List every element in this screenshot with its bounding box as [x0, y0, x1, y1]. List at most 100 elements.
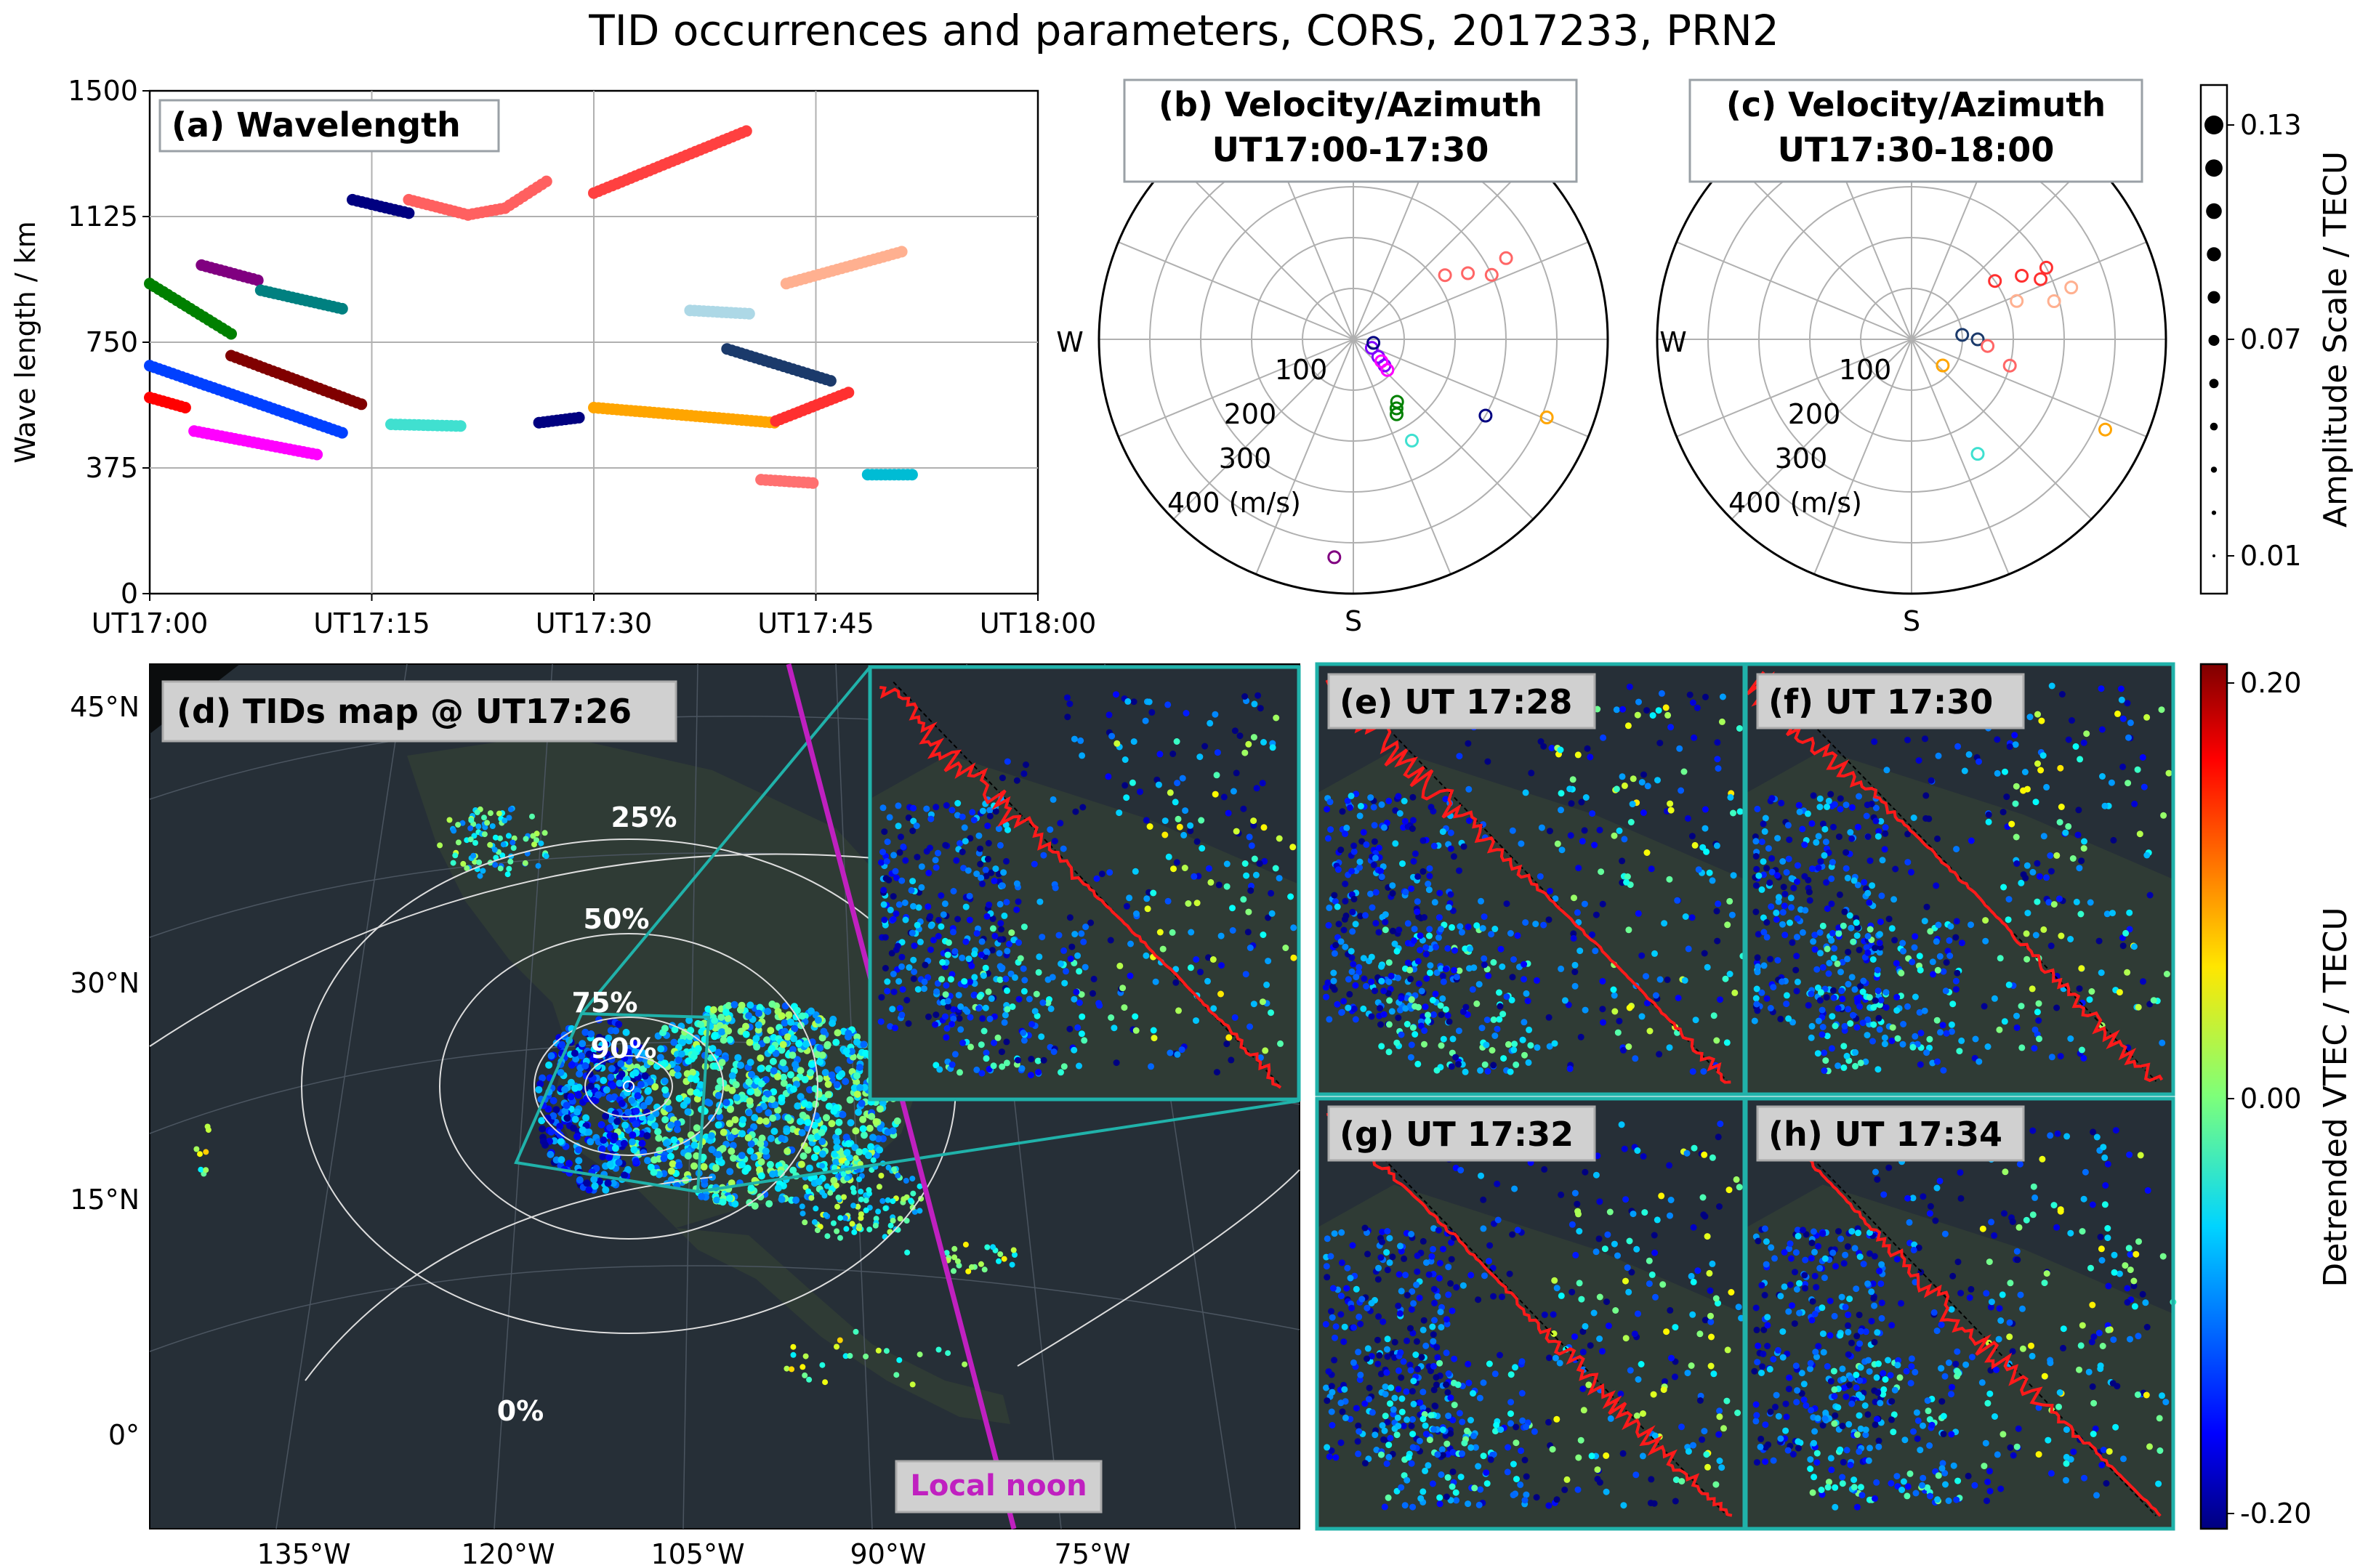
tec-dot	[939, 959, 946, 966]
tec-dot	[968, 1264, 975, 1270]
tec-dot	[1403, 1388, 1410, 1395]
tec-dot	[1787, 919, 1793, 926]
tec-dot	[801, 1099, 809, 1107]
tec-dot	[640, 1102, 648, 1110]
tec-dot	[905, 1020, 912, 1027]
tec-dot	[968, 962, 975, 969]
tec-dot	[806, 1086, 813, 1094]
tec-dot	[1554, 840, 1561, 847]
tec-dot	[935, 916, 942, 924]
tec-dot	[810, 1121, 818, 1129]
tec-dot	[1378, 977, 1385, 985]
panel-c-west-label: W	[1659, 326, 1687, 358]
tec-dot	[1779, 1328, 1787, 1335]
tec-dot	[770, 1067, 778, 1075]
tec-dot	[1765, 845, 1772, 852]
tec-dot	[1943, 1030, 1950, 1037]
tec-dot	[838, 1070, 846, 1078]
tec-dot	[1256, 860, 1263, 868]
tec-dot	[630, 1146, 638, 1154]
tec-dot	[1459, 1418, 1466, 1426]
tec-dot	[927, 815, 935, 823]
tec-dot	[1004, 758, 1011, 765]
tec-dot	[547, 1150, 555, 1158]
tec-dot	[1734, 1410, 1741, 1416]
tec-dot	[1204, 977, 1211, 985]
tec-dot	[1558, 807, 1564, 814]
tec-dot	[1716, 1203, 1723, 1210]
tec-dot	[868, 1112, 876, 1120]
tec-dot	[1808, 1022, 1816, 1030]
tec-dot	[917, 938, 924, 945]
tec-dot	[1404, 959, 1411, 966]
tec-dot	[1775, 894, 1782, 901]
tec-dot	[824, 1233, 831, 1240]
tec-dot	[1806, 897, 1813, 904]
tec-dot	[1521, 1051, 1528, 1059]
tec-dot	[1709, 1154, 1716, 1161]
tec-dot	[637, 1080, 645, 1088]
tec-dot	[1922, 735, 1928, 743]
tec-dot	[1571, 1189, 1579, 1197]
tec-dot	[1111, 1025, 1118, 1032]
tec-dot	[767, 1134, 775, 1142]
tec-dot	[1349, 928, 1356, 935]
tec-dot	[988, 947, 996, 954]
tec-dot	[1352, 921, 1359, 928]
tec-dot	[1324, 1235, 1331, 1242]
wavelength-point	[454, 420, 467, 432]
tec-dot	[733, 1094, 741, 1102]
tec-dot	[1630, 1211, 1637, 1218]
polar-spoke	[1353, 339, 1589, 437]
tec-dot	[1713, 908, 1720, 915]
tec-dot	[1650, 1391, 1657, 1398]
tec-dot	[651, 1156, 659, 1164]
tec-dot	[1410, 858, 1417, 865]
tec-dot	[1845, 948, 1852, 955]
tec-dot	[1666, 876, 1673, 883]
tec-dot	[1505, 1444, 1512, 1451]
tec-dot	[1815, 833, 1822, 840]
tec-dot	[1552, 1354, 1559, 1362]
tec-dot	[1779, 1354, 1787, 1361]
tec-dot	[1685, 945, 1692, 953]
tec-dot	[1668, 1354, 1675, 1362]
tec-dot	[1378, 873, 1385, 881]
tec-dot	[1723, 1039, 1731, 1046]
tec-dot	[1781, 1283, 1788, 1290]
tec-dot	[1690, 1278, 1697, 1285]
tec-dot	[1404, 1021, 1411, 1027]
tec-dot	[558, 1040, 566, 1048]
tec-dot	[1433, 1067, 1441, 1074]
tec-dot	[1443, 1440, 1451, 1447]
contour-label-0: 0%	[497, 1395, 544, 1427]
tec-dot	[718, 1059, 726, 1067]
tec-dot	[1276, 835, 1283, 842]
tec-dot	[1641, 1209, 1648, 1216]
tec-dot	[901, 1196, 907, 1203]
tec-dot	[1348, 968, 1356, 975]
tec-dot	[1121, 1004, 1128, 1011]
tec-dot	[933, 988, 941, 995]
tec-dot	[1767, 1005, 1774, 1011]
tec-dot	[1635, 910, 1642, 917]
tec-dot	[1718, 718, 1725, 725]
tec-dot	[1643, 973, 1649, 980]
tec-dot	[547, 1128, 555, 1136]
tec-dot	[714, 1084, 722, 1092]
tec-dot	[573, 1133, 581, 1141]
tec-dot	[769, 1170, 776, 1178]
tec-dot	[1751, 1367, 1758, 1375]
tec-dot	[730, 1001, 738, 1009]
tec-dot	[2029, 985, 2036, 993]
tec-dot	[2076, 865, 2083, 872]
panel-c-label-line1: (c) Velocity/Azimuth	[1726, 85, 2106, 124]
tec-dot	[1205, 954, 1212, 961]
tec-dot	[1850, 1011, 1856, 1019]
amplitude-scale-dot	[2206, 203, 2222, 219]
tec-dot	[1757, 1443, 1764, 1450]
tec-dot	[833, 1080, 841, 1088]
tec-dot	[1066, 914, 1074, 921]
tec-dot	[1626, 1237, 1633, 1245]
tec-dot	[818, 1128, 826, 1136]
